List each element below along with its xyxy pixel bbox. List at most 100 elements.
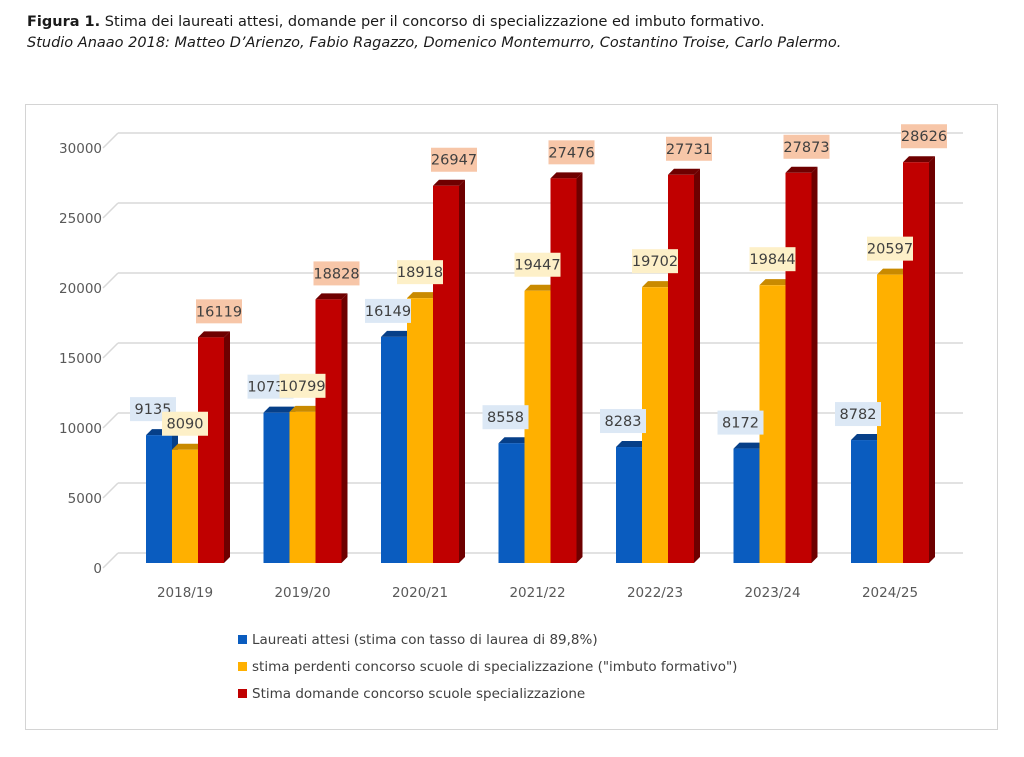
- gridline-floor-edge: [102, 272, 119, 289]
- bar-side: [459, 179, 465, 563]
- data-label-box: [717, 410, 764, 435]
- data-label: 16149: [365, 298, 411, 323]
- data-label: 27731: [666, 136, 712, 161]
- legend-label: Stima domande concorso scuole specializz…: [252, 685, 586, 702]
- data-label-box: [482, 405, 529, 430]
- legend-label: Laureati attesi (stima con tasso di laur…: [252, 631, 598, 648]
- bar-top: [198, 331, 230, 338]
- data-label: 19702: [632, 249, 678, 274]
- data-label-text: 28626: [901, 129, 947, 145]
- bar-front: [550, 178, 577, 563]
- data-label-box: [162, 411, 208, 436]
- bar-front: [733, 448, 760, 563]
- gridline-floor-edge: [102, 202, 119, 219]
- bar-top: [877, 268, 909, 275]
- bar-front: [785, 172, 812, 563]
- data-label-box: [867, 236, 913, 261]
- bar-top: [381, 330, 413, 337]
- data-label: 19447: [514, 252, 561, 277]
- data-label: 26947: [431, 147, 477, 172]
- legend-item: Laureati attesi (stima con tasso di laur…: [238, 626, 737, 653]
- gridline-floor-edge: [102, 132, 119, 149]
- bar: [785, 166, 818, 563]
- data-label-text: 18918: [397, 265, 443, 281]
- data-label: 28626: [901, 124, 947, 149]
- bar-side: [929, 156, 935, 563]
- bar-front: [198, 337, 224, 563]
- bar: [759, 279, 792, 563]
- bar-top: [903, 156, 935, 163]
- data-label: 18918: [397, 260, 443, 285]
- bar: [550, 172, 583, 563]
- legend-item: Stima domande concorso scuole specializz…: [238, 680, 737, 707]
- bar-side: [811, 166, 818, 563]
- data-label-box: [514, 252, 561, 277]
- gridline-floor-edge: [102, 552, 119, 569]
- bar-top: [851, 434, 883, 441]
- legend-swatch: [238, 635, 247, 644]
- gridline-floor-edge: [102, 342, 119, 359]
- bar-front: [315, 299, 342, 563]
- legend-label: stima perdenti concorso scuole di specia…: [252, 658, 738, 675]
- data-label-text: 8172: [722, 416, 759, 432]
- data-label-box: [397, 260, 443, 285]
- bar: [903, 156, 935, 563]
- data-label: 19844: [749, 247, 796, 272]
- data-label: 27873: [783, 134, 830, 159]
- data-label-text: 8283: [605, 414, 642, 430]
- bar-top: [616, 441, 648, 448]
- bar-front: [851, 440, 877, 563]
- caption-subtitle: Studio Anaao 2018: Matteo D’Arienzo, Fab…: [27, 35, 842, 51]
- data-label-box: [196, 299, 242, 324]
- bar-top: [642, 281, 674, 288]
- legend-swatch: [238, 662, 247, 671]
- legend-swatch: [238, 689, 247, 698]
- data-label-box: [749, 247, 796, 272]
- data-labels: 9135809016119107371079918828161491891826…: [130, 124, 947, 436]
- figure-caption: Figura 1. Stima dei laureati attesi, dom…: [27, 12, 841, 54]
- data-label-box: [365, 298, 411, 323]
- data-label: 8172: [717, 410, 764, 435]
- bar: [668, 168, 700, 564]
- bar-top: [785, 166, 818, 173]
- bar-front: [381, 336, 407, 563]
- bar: [198, 331, 230, 563]
- bar-side: [694, 168, 700, 564]
- legend: Laureati attesi (stima con tasso di laur…: [238, 626, 737, 707]
- data-label-box: [431, 147, 477, 172]
- bar-top: [498, 437, 531, 444]
- y-tick-label: 5000: [68, 491, 102, 507]
- y-tick-label: 10000: [59, 421, 102, 437]
- bar-top: [759, 279, 792, 286]
- data-label: 8090: [162, 411, 208, 436]
- data-label-text: 19702: [632, 254, 678, 270]
- data-label-text: 27476: [548, 145, 594, 161]
- data-label: 8782: [835, 402, 881, 427]
- data-label: 16119: [196, 299, 242, 324]
- bar-top: [289, 405, 322, 412]
- bar-front: [524, 290, 551, 563]
- data-label-box: [835, 402, 881, 427]
- x-tick-label: 2021/22: [509, 585, 565, 601]
- bar-top: [407, 292, 439, 299]
- data-label-box: [279, 373, 326, 398]
- gridline-floor-edge: [102, 482, 119, 499]
- data-label-text: 16149: [365, 304, 411, 320]
- caption-label: Figura 1.: [27, 14, 101, 30]
- legend-item: stima perdenti concorso scuole di specia…: [238, 653, 737, 680]
- bar-side: [341, 293, 348, 563]
- data-label: 27476: [548, 140, 595, 165]
- bar-front: [407, 298, 433, 563]
- bar-top: [263, 406, 296, 413]
- x-tick-label: 2019/20: [274, 585, 330, 601]
- data-label-text: 8558: [487, 410, 524, 426]
- x-tick-label: 2023/24: [744, 585, 800, 601]
- data-label-box: [548, 140, 595, 165]
- data-label: 9135: [130, 397, 176, 422]
- data-label: 8558: [482, 405, 529, 430]
- bar-front: [433, 185, 459, 563]
- x-tick-label: 2024/25: [862, 585, 918, 601]
- bar: [315, 293, 348, 563]
- bar: [433, 179, 465, 563]
